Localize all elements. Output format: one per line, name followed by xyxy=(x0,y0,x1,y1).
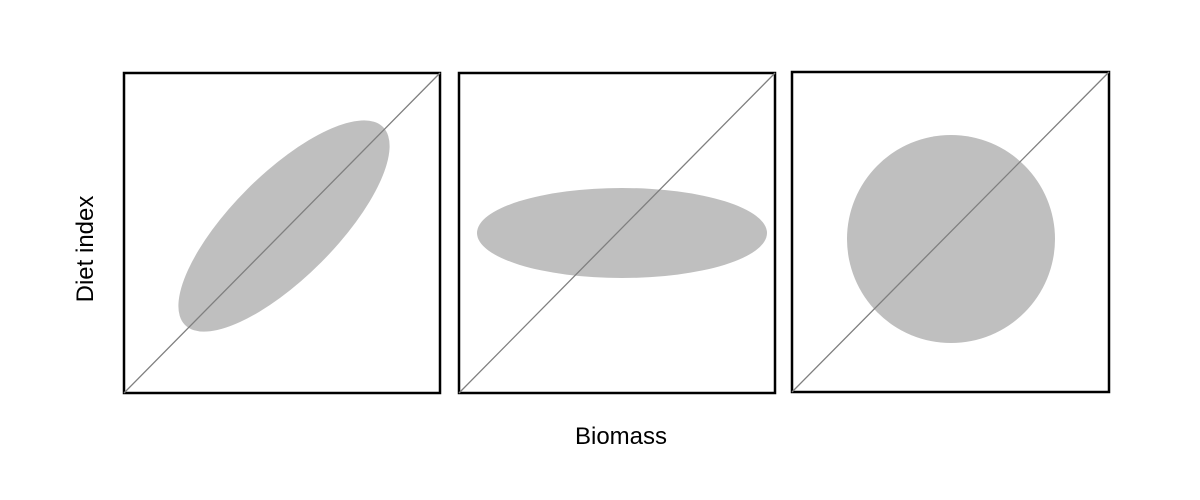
panel-2 xyxy=(457,71,777,395)
panel-2-diagonal xyxy=(458,72,776,394)
panel-1-ellipse xyxy=(178,120,390,332)
panel-3-circle xyxy=(847,135,1055,343)
panel-1-diagonal xyxy=(123,72,441,394)
x-axis-title: Biomass xyxy=(575,423,667,450)
y-axis-title: Diet index xyxy=(72,196,99,303)
panel-1 xyxy=(122,71,442,395)
panel-3-diagonal xyxy=(791,71,1110,393)
panel-3 xyxy=(790,70,1111,394)
panel-2-ellipse xyxy=(477,188,767,278)
